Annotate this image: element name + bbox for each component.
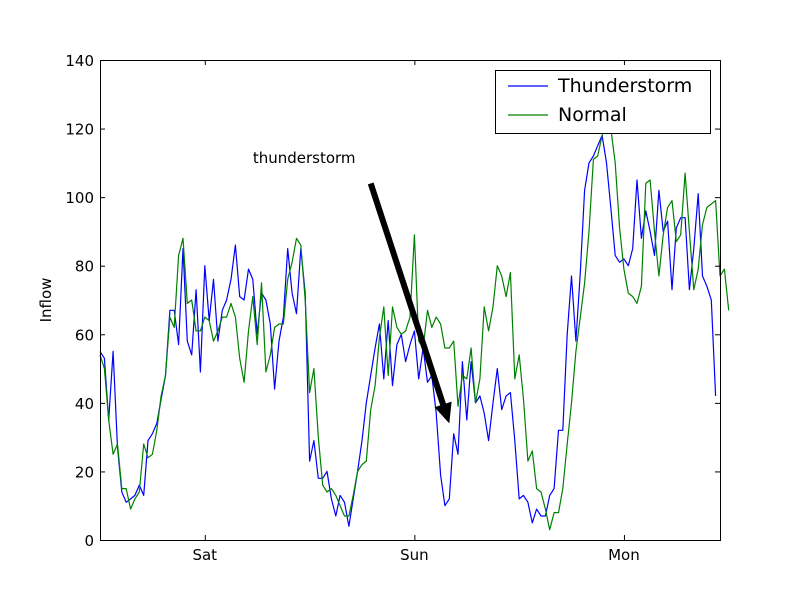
legend: Thunderstorm Normal — [495, 70, 711, 134]
legend-box — [495, 70, 711, 134]
annotation: thunderstorm — [253, 149, 452, 424]
y-tick-label: 60 — [75, 326, 94, 344]
y-axis-label: Inflow — [37, 278, 55, 323]
annotation-arrow-shaft — [367, 182, 447, 408]
series-lines — [99, 124, 730, 531]
y-tick-label: 100 — [65, 189, 94, 207]
y-tick-label: 140 — [65, 52, 94, 70]
legend-label-normal: Normal — [558, 104, 627, 126]
y-tick-label: 80 — [75, 258, 94, 276]
annotation-text: thunderstorm — [253, 149, 356, 167]
x-ticks: Sat Sun Mon — [192, 60, 640, 564]
y-tick-label: 20 — [75, 463, 94, 481]
y-ticks: 0 20 40 60 80 100 120 140 — [65, 52, 720, 550]
series-line-normal — [99, 124, 730, 531]
series-line-thunderstorm — [99, 134, 717, 527]
legend-label-thunderstorm: Thunderstorm — [557, 75, 692, 97]
annotation-arrow-head — [434, 401, 452, 424]
y-tick-label: 0 — [84, 532, 94, 550]
y-tick-label: 40 — [75, 395, 94, 413]
x-tick-label: Sat — [192, 546, 217, 564]
y-tick-label: 120 — [65, 121, 94, 139]
x-tick-label: Mon — [608, 546, 640, 564]
plot-frame — [100, 60, 721, 541]
x-tick-label: Sun — [400, 546, 429, 564]
